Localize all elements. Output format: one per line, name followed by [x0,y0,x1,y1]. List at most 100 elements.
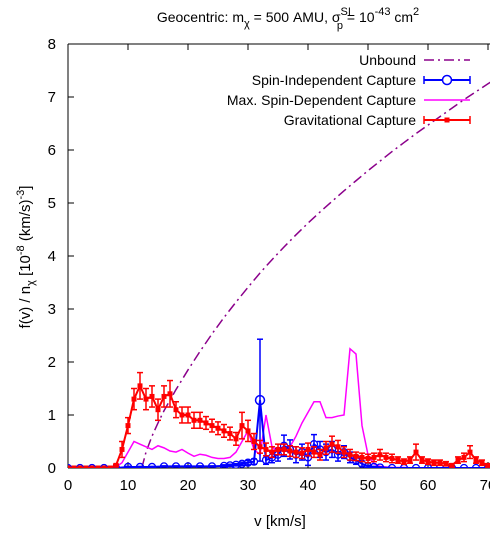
x-tick-label: 60 [420,477,437,494]
data-point [162,394,167,399]
x-tick-label: 50 [360,477,377,494]
data-point [102,466,107,471]
data-point [168,391,173,396]
series-line [68,386,490,468]
x-tick-label: 0 [64,477,72,494]
data-point [78,466,83,471]
data-point [84,466,89,471]
x-tick-label: 20 [180,477,197,494]
data-point [228,431,233,436]
y-tick-label: 1 [48,407,56,424]
data-point [420,458,425,463]
data-point [468,450,473,455]
legend-marker [445,118,450,123]
legend-label: Spin-Independent Capture [252,72,416,88]
data-point [252,439,257,444]
data-point [258,444,263,449]
x-tick-label: 10 [120,477,137,494]
data-point [438,460,443,465]
data-point [192,418,197,423]
data-point [402,459,407,464]
data-point [342,450,347,455]
data-point [474,458,479,463]
data-point [90,466,95,471]
data-point [444,461,449,466]
data-point [312,450,317,455]
data-point [390,456,395,461]
data-point [360,455,365,460]
x-tick-label: 70 [480,477,490,494]
data-point [318,452,323,457]
y-tick-label: 3 [48,301,56,318]
data-point [450,463,455,468]
data-point [132,397,137,402]
data-point [72,466,77,471]
data-point [210,423,215,428]
data-point [246,428,251,433]
data-point [330,442,335,447]
y-tick-label: 5 [48,195,56,212]
data-point [426,459,431,464]
y-tick-label: 4 [48,248,56,265]
legend-entry: Max. Spin-Dependent Capture [227,92,470,108]
data-point [294,450,299,455]
x-axis-label: v [km/s] [254,513,306,530]
x-tick-label: 40 [300,477,317,494]
data-point [462,455,467,460]
data-point [456,458,461,463]
data-point [336,444,341,449]
data-point [324,445,329,450]
series-layer [65,80,490,471]
y-axis-label: f(v) / nχ [10-8 (km/s)-3] [15,186,37,329]
data-point [414,450,419,455]
data-point [126,423,131,428]
data-point [270,450,275,455]
legend-label: Max. Spin-Dependent Capture [227,92,416,108]
data-point [216,426,221,431]
data-point [186,413,191,418]
data-point [204,420,209,425]
data-point [306,447,311,452]
data-point [144,397,149,402]
data-point [300,451,305,456]
data-point [222,428,227,433]
x-tick-label: 30 [240,477,257,494]
data-point [378,452,383,457]
data-point [240,423,245,428]
data-point [288,449,293,454]
data-point [408,458,413,463]
legend-entry: Unbound [359,52,470,68]
legend-entry: Gravitational Capture [284,112,470,128]
data-point [180,413,185,418]
data-point [198,418,203,423]
data-point [354,454,359,459]
data-point [366,456,371,461]
y-tick-label: 6 [48,142,56,159]
data-point [114,463,119,468]
data-point [384,455,389,460]
data-point [348,452,353,457]
data-point [108,466,113,471]
data-point [282,447,287,452]
data-point [276,447,281,452]
data-point [174,407,179,412]
y-tick-label: 7 [48,89,56,106]
legend-marker [443,76,452,85]
data-point [234,436,239,441]
legend-label: Gravitational Capture [284,112,417,128]
legend: Unbound Spin-Independent Capture Max. Spin… [227,52,470,128]
data-point [396,458,401,463]
data-point [120,447,125,452]
data-point [138,383,143,388]
series-unbound [142,80,490,468]
data-point [150,394,155,399]
data-point [156,407,161,412]
y-tick-label: 0 [48,460,56,477]
data-point [264,447,269,452]
y-tick-label: 8 [48,36,56,53]
data-point [486,463,490,468]
series-line [142,80,490,468]
